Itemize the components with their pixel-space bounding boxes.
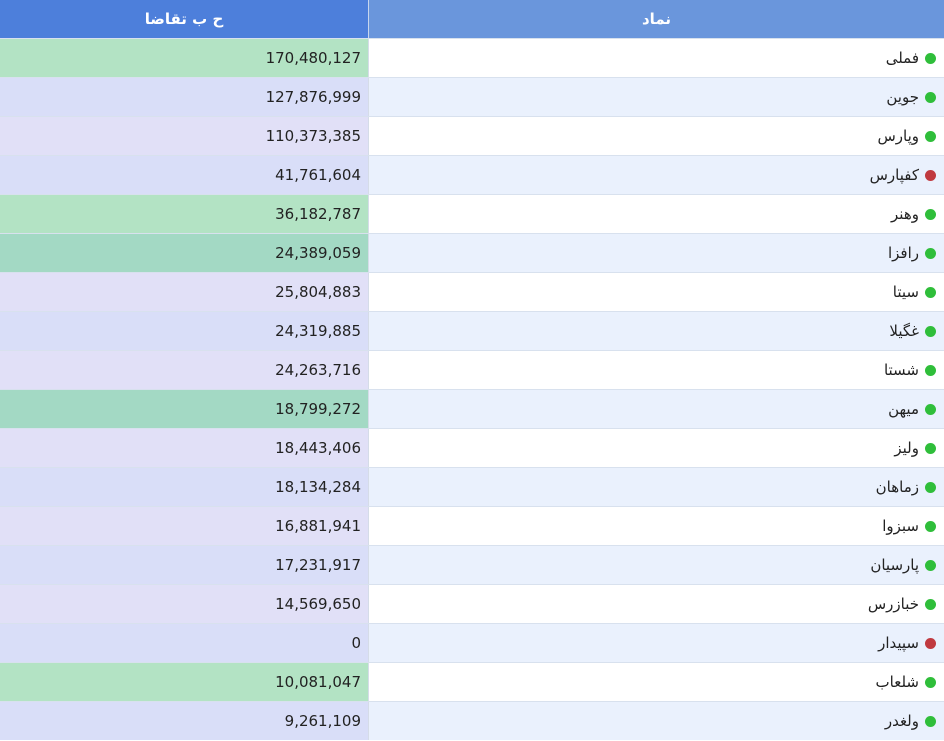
demand-volume-cell: 127,876,999 (0, 78, 368, 116)
table-row[interactable]: سپیدار 0 (0, 623, 944, 662)
status-dot-icon (925, 403, 936, 415)
table-row[interactable]: میهن 18,799,272 (0, 389, 944, 428)
symbol-label: رافزا (887, 244, 919, 262)
status-dot-icon (925, 169, 936, 181)
symbol-cell[interactable]: وپارس (368, 117, 944, 155)
symbol-label: سبزوا (882, 517, 919, 535)
symbol-label: پارسیان (870, 556, 919, 574)
status-dot-icon (925, 559, 936, 571)
status-dot-icon (925, 520, 936, 532)
symbol-label: غگیلا (889, 322, 919, 340)
table-row[interactable]: خبازرس 14,569,650 (0, 584, 944, 623)
demand-volume-cell: 110,373,385 (0, 117, 368, 155)
demand-volume-cell: 25,804,883 (0, 273, 368, 311)
symbol-label: جوین (886, 88, 919, 106)
demand-volume-cell: 9,261,109 (0, 702, 368, 740)
demand-volume-cell: 16,881,941 (0, 507, 368, 545)
status-dot-icon (925, 52, 936, 64)
table-row[interactable]: وپارس 110,373,385 (0, 116, 944, 155)
symbol-label: شلعاب (875, 673, 919, 691)
demand-volume-cell: 18,799,272 (0, 390, 368, 428)
demand-volume-cell: 170,480,127 (0, 39, 368, 77)
symbol-label: وهنر (891, 205, 919, 223)
demand-volume-cell: 17,231,917 (0, 546, 368, 584)
symbol-label: میهن (888, 400, 919, 418)
table-row[interactable]: فملی 170,480,127 (0, 38, 944, 77)
status-dot-icon (925, 676, 936, 688)
symbol-label: فملی (885, 49, 919, 67)
status-dot-icon (925, 442, 936, 454)
symbol-label: خبازرس (867, 595, 919, 613)
status-dot-icon (925, 130, 936, 142)
demand-volume-cell: 10,081,047 (0, 663, 368, 701)
symbol-label: ولغدر (884, 712, 919, 730)
status-dot-icon (925, 325, 936, 337)
header-symbol[interactable]: نماد (368, 0, 944, 38)
symbol-label: شستا (883, 361, 919, 379)
symbol-cell[interactable]: میهن (368, 390, 944, 428)
symbol-cell[interactable]: ولیز (368, 429, 944, 467)
demand-volume-cell: 14,569,650 (0, 585, 368, 623)
symbol-cell[interactable]: وهنر (368, 195, 944, 233)
status-dot-icon (925, 364, 936, 376)
status-dot-icon (925, 715, 936, 727)
status-dot-icon (925, 286, 936, 298)
table-row[interactable]: ولیز 18,443,406 (0, 428, 944, 467)
status-dot-icon (925, 247, 936, 259)
demand-volume-cell: 24,263,716 (0, 351, 368, 389)
status-dot-icon (925, 208, 936, 220)
table-row[interactable]: شلعاب 10,081,047 (0, 662, 944, 701)
demand-volume-cell: 0 (0, 624, 368, 662)
table-row[interactable]: جوین 127,876,999 (0, 77, 944, 116)
symbol-cell[interactable]: شستا (368, 351, 944, 389)
table-row[interactable]: رافزا 24,389,059 (0, 233, 944, 272)
demand-volume-cell: 18,443,406 (0, 429, 368, 467)
symbol-cell[interactable]: ولغدر (368, 702, 944, 740)
status-dot-icon (925, 481, 936, 493)
symbol-label: سیتا (892, 283, 919, 301)
demand-volume-cell: 36,182,787 (0, 195, 368, 233)
table-row[interactable]: ولغدر 9,261,109 (0, 701, 944, 740)
table-row[interactable]: سبزوا 16,881,941 (0, 506, 944, 545)
symbol-cell[interactable]: خبازرس (368, 585, 944, 623)
symbol-cell[interactable]: سپیدار (368, 624, 944, 662)
table-row[interactable]: وهنر 36,182,787 (0, 194, 944, 233)
symbol-cell[interactable]: پارسیان (368, 546, 944, 584)
symbol-cell[interactable]: رافزا (368, 234, 944, 272)
demand-volume-cell: 18,134,284 (0, 468, 368, 506)
symbol-label: کفپارس (869, 166, 919, 184)
symbol-cell[interactable]: کفپارس (368, 156, 944, 194)
symbol-cell[interactable]: سبزوا (368, 507, 944, 545)
symbol-cell[interactable]: سیتا (368, 273, 944, 311)
demand-volume-cell: 24,389,059 (0, 234, 368, 272)
symbol-cell[interactable]: شلعاب (368, 663, 944, 701)
symbol-cell[interactable]: زماهان (368, 468, 944, 506)
header-demand-volume[interactable]: ح ب تقاضا (0, 0, 368, 38)
symbol-label: زماهان (875, 478, 919, 496)
table-row[interactable]: سیتا 25,804,883 (0, 272, 944, 311)
table-header: نماد ح ب تقاضا (0, 0, 944, 38)
symbol-cell[interactable]: فملی (368, 39, 944, 77)
table-row[interactable]: کفپارس 41,761,604 (0, 155, 944, 194)
symbol-label: سپیدار (878, 634, 919, 652)
status-dot-icon (925, 598, 936, 610)
table-row[interactable]: شستا 24,263,716 (0, 350, 944, 389)
demand-volume-cell: 41,761,604 (0, 156, 368, 194)
symbol-label: ولیز (894, 439, 919, 457)
symbol-cell[interactable]: جوین (368, 78, 944, 116)
table-row[interactable]: غگیلا 24,319,885 (0, 311, 944, 350)
status-dot-icon (925, 637, 936, 649)
table-row[interactable]: پارسیان 17,231,917 (0, 545, 944, 584)
symbol-label: وپارس (877, 127, 919, 145)
table-body: فملی 170,480,127 جوین 127,876,999 وپارس 110,3… (0, 38, 944, 740)
status-dot-icon (925, 91, 936, 103)
demand-volume-cell: 24,319,885 (0, 312, 368, 350)
table-row[interactable]: زماهان 18,134,284 (0, 467, 944, 506)
symbol-cell[interactable]: غگیلا (368, 312, 944, 350)
